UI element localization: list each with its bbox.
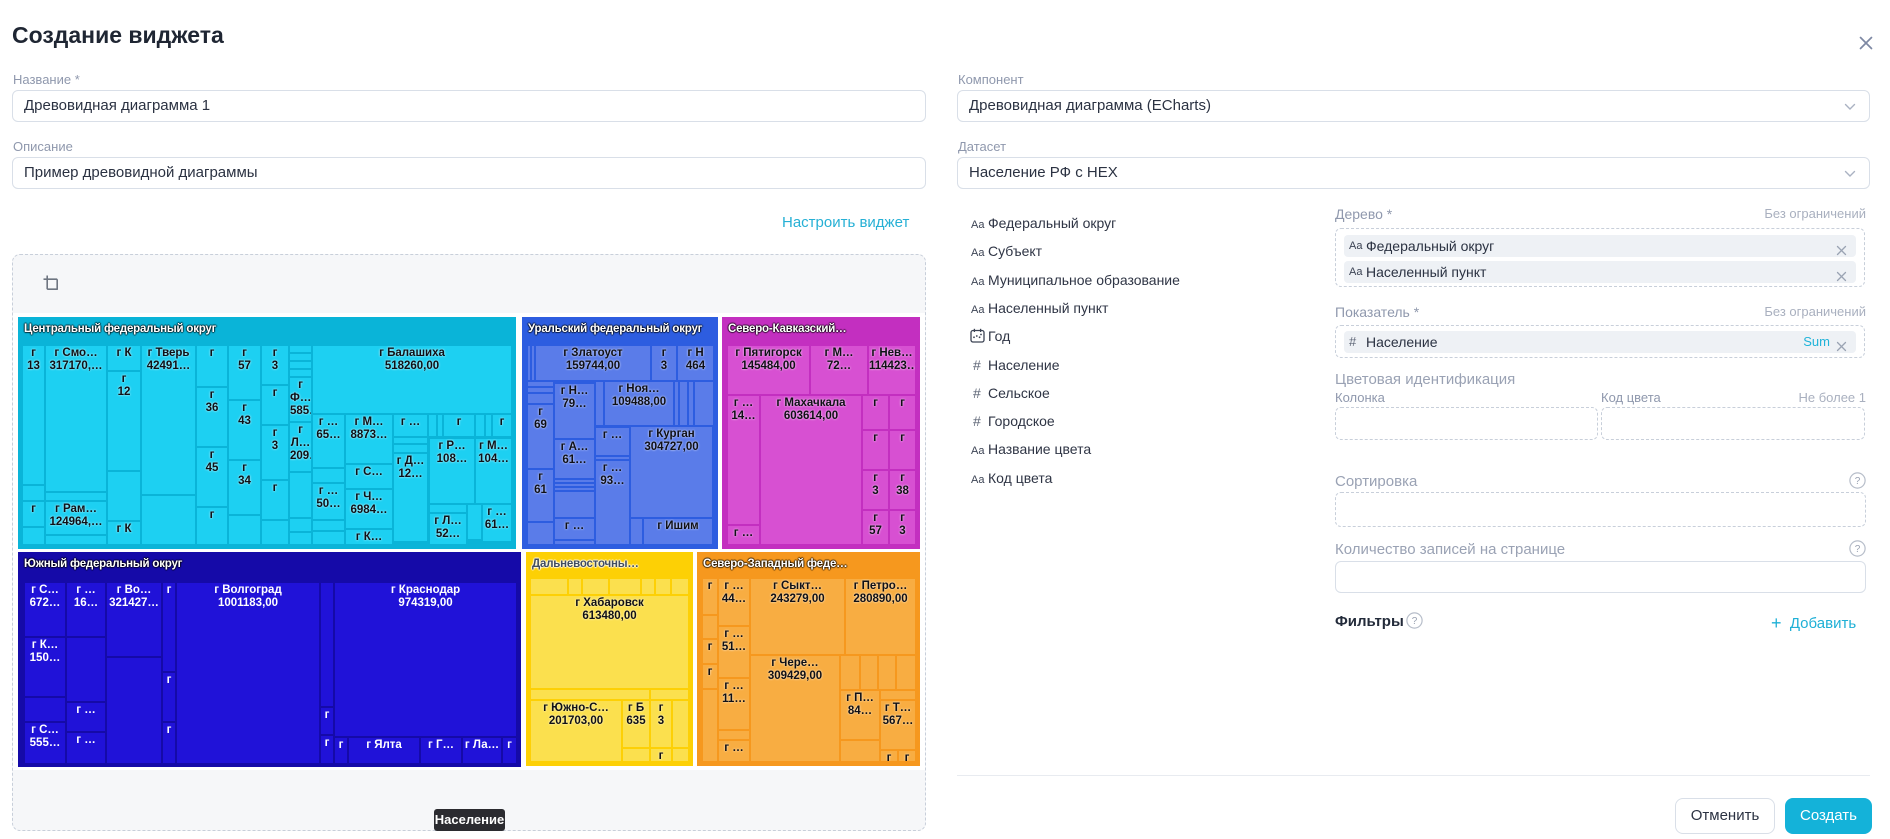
- svg-text:?: ?: [1855, 476, 1861, 487]
- svg-text:?: ?: [1855, 544, 1861, 555]
- svg-text:?: ?: [1412, 616, 1418, 627]
